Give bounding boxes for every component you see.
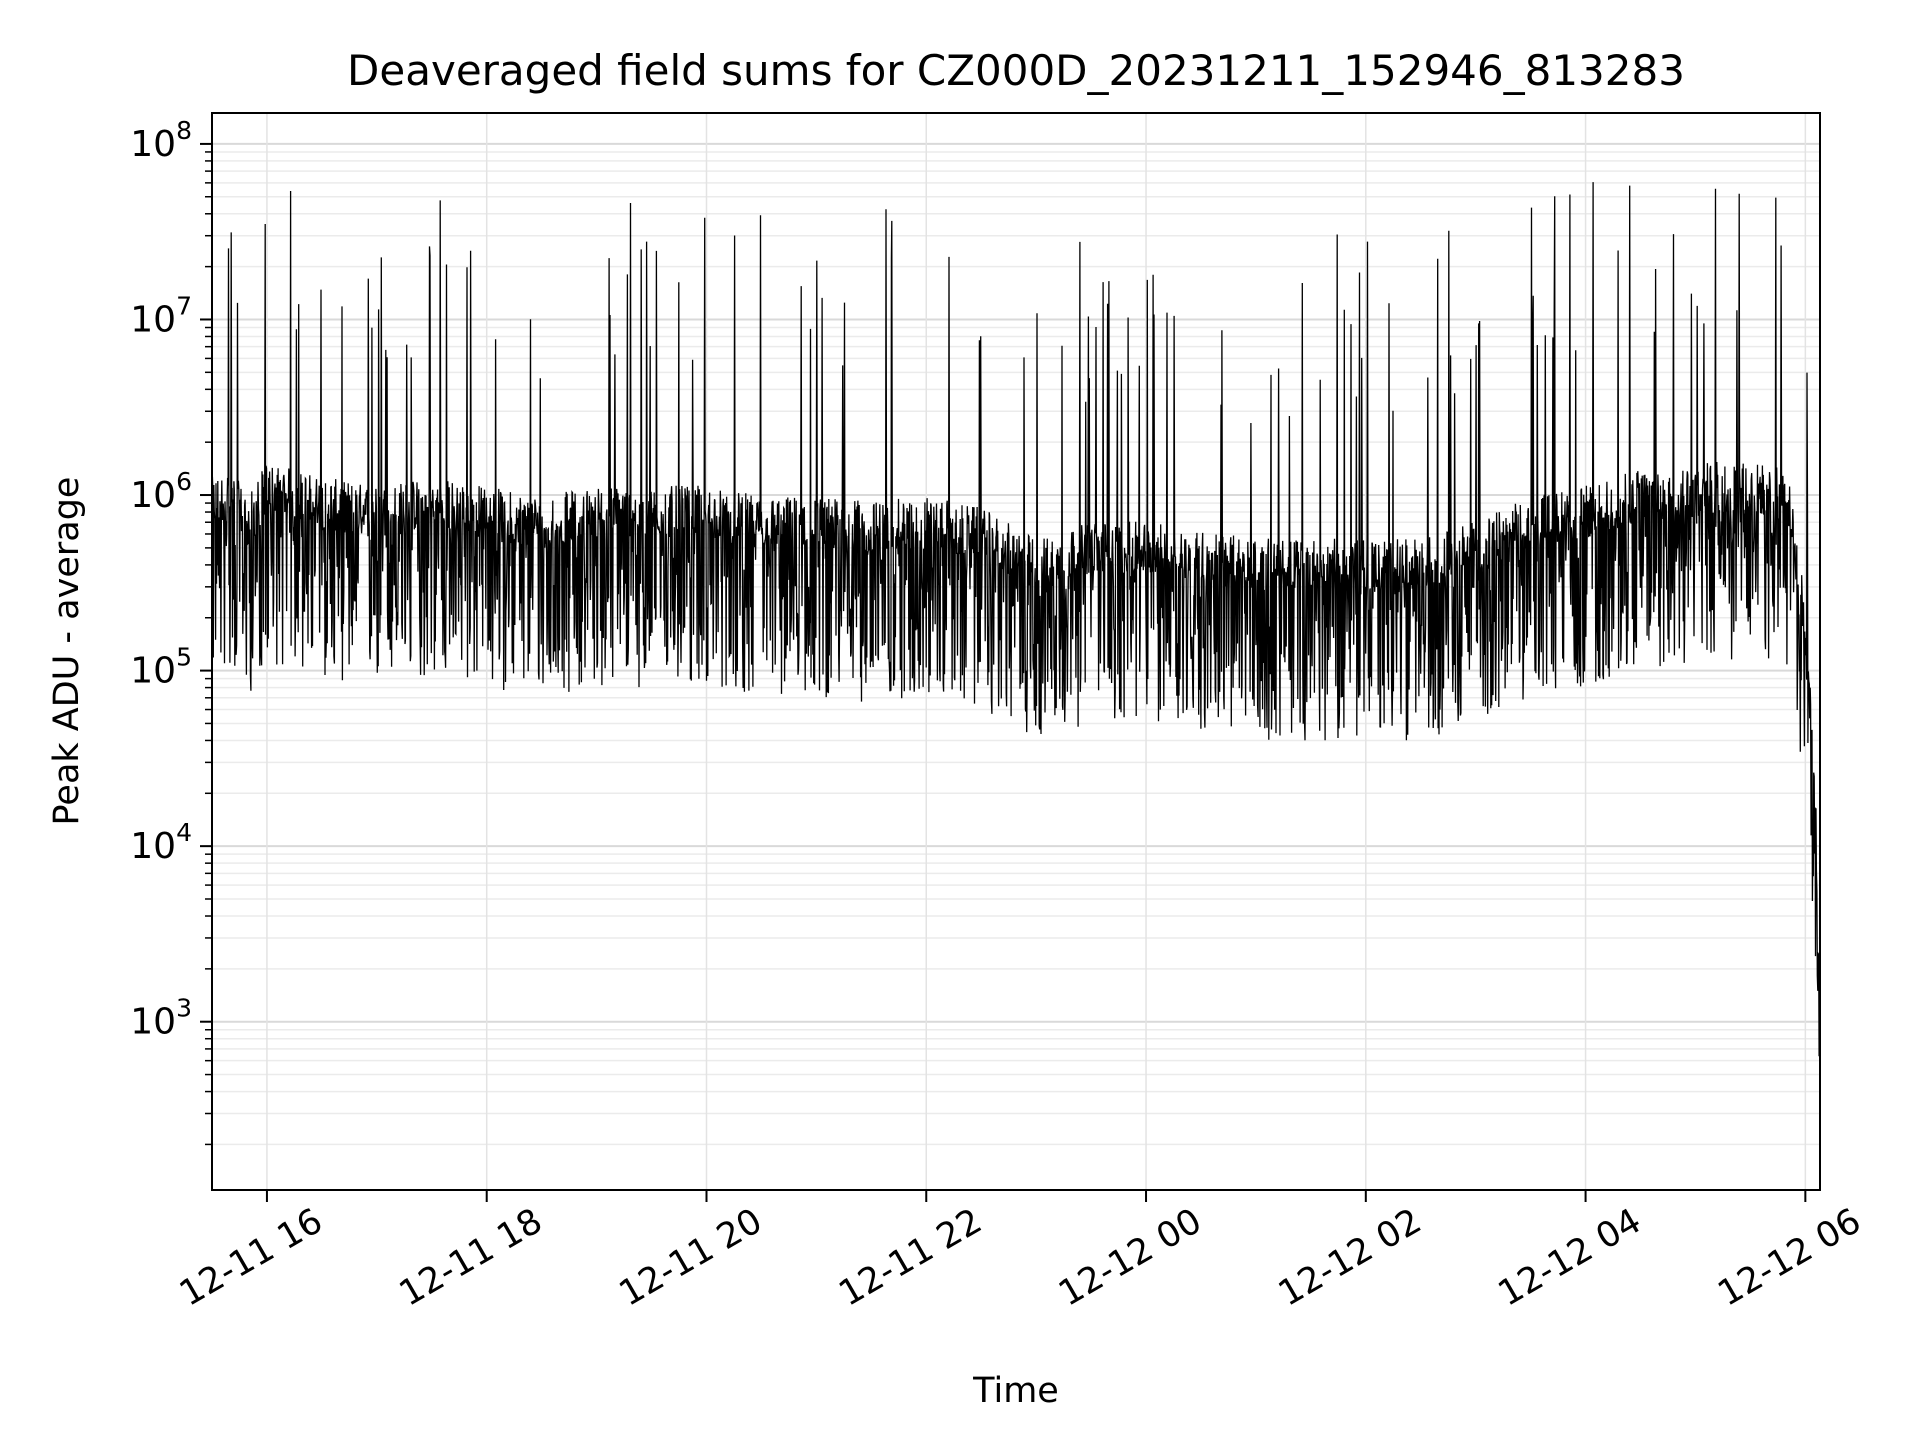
- y-tick-label-base: 10: [130, 124, 176, 165]
- y-tick-label: 105: [130, 643, 192, 692]
- x-axis-label: Time: [972, 1371, 1059, 1411]
- y-tick-label-exponent: 6: [176, 467, 192, 496]
- y-tick-label: 106: [130, 467, 192, 516]
- data-series-line: [211, 182, 1821, 1057]
- y-tick-label-base: 10: [130, 1002, 176, 1043]
- y-tick-label-base: 10: [130, 826, 176, 867]
- y-tick-label-exponent: 7: [176, 291, 192, 320]
- y-tick-label-exponent: 3: [176, 994, 192, 1023]
- y-tick-label-exponent: 5: [176, 643, 192, 672]
- y-tick-label-base: 10: [130, 475, 176, 516]
- y-tick-label-exponent: 4: [176, 818, 192, 847]
- y-tick-label-base: 10: [130, 299, 176, 340]
- y-tick-label-base: 10: [130, 651, 176, 692]
- plot-frame: [211, 112, 1821, 1191]
- y-tick-label-exponent: 8: [176, 116, 192, 145]
- y-axis-label: Peak ADU - average: [47, 477, 87, 826]
- y-tick-label: 103: [130, 994, 192, 1043]
- y-tick-label: 108: [130, 116, 192, 165]
- y-tick-label: 107: [130, 291, 192, 340]
- y-tick-label: 104: [130, 818, 192, 867]
- chart-title: Deaveraged field sums for CZ000D_2023121…: [347, 46, 1685, 95]
- series-layer: [211, 182, 1821, 1057]
